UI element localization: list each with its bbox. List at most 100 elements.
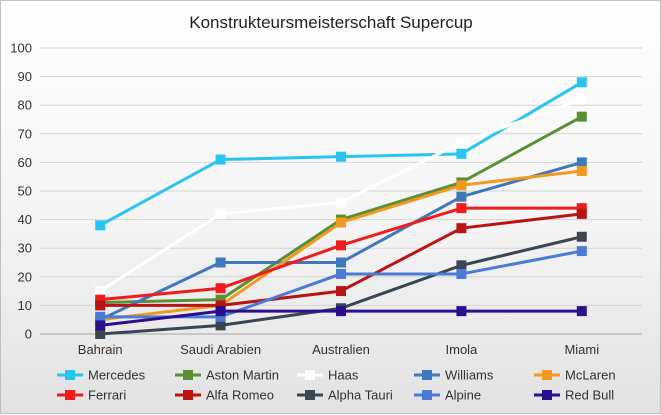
data-point [576,111,587,122]
legend-label: Alfa Romeo [206,388,274,403]
legend-item: McLaren [534,368,616,383]
legend-item: Red Bull [534,388,614,403]
legend-swatch-marker [305,370,315,380]
data-point [336,151,346,162]
data-point [456,223,467,234]
data-point [215,283,226,294]
series-alfa-romeo [95,208,587,311]
legend-label: Aston Martin [206,368,279,383]
data-point [456,203,467,214]
data-point [95,294,106,305]
data-point [456,260,467,271]
legend-label: Haas [328,368,359,383]
series-layer [95,77,587,339]
legend-label: Red Bull [565,388,614,403]
data-point [215,300,226,311]
data-point [95,300,106,311]
data-point [456,191,467,202]
data-point [576,246,587,257]
data-point [576,203,587,214]
data-point [95,320,106,331]
y-tick-label: 90 [18,69,32,84]
data-point [336,286,346,297]
legend-swatch-marker [183,390,193,400]
series-haas [95,94,587,297]
x-axis: Bahrain Saudi Arabien Australien Imola Miami [78,342,599,357]
series-mercedes [95,77,587,231]
x-tick-label: Bahrain [78,342,123,357]
legend-item: Alfa Romeo [175,388,274,403]
legend-label: Alpha Tauri [328,388,393,403]
legend: Mercedes Aston Martin Haas Williams McLaren F… [57,368,616,403]
data-point [215,154,226,165]
data-point [336,268,346,279]
y-tick-label: 10 [18,298,32,313]
data-point [576,306,587,317]
y-tick-label: 0 [25,327,32,342]
legend-swatch-marker [305,390,315,400]
y-tick-label: 50 [18,184,32,199]
y-tick-label: 70 [18,126,32,141]
data-point [456,180,467,191]
y-tick-label: 80 [18,98,32,113]
data-point [215,208,226,219]
data-point [336,217,346,228]
data-point [336,197,346,208]
data-point [95,220,106,231]
y-tick-label: 60 [18,155,32,170]
legend-swatch-marker [65,390,75,400]
x-tick-label: Saudi Arabien [180,342,261,357]
y-tick-label: 20 [18,269,32,284]
y-axis: 0 10 20 30 40 50 60 70 80 90 100 [10,41,32,342]
legend-item: Alpine [414,388,481,403]
legend-swatch-marker [422,370,432,380]
data-point [336,306,346,317]
series-red-bull [95,306,587,331]
legend-swatch-marker [542,390,552,400]
data-point [456,306,467,317]
legend-swatch-marker [542,370,552,380]
legend-label: Alpine [445,388,481,403]
y-tick-label: 30 [18,241,32,256]
series-ferrari [95,203,587,305]
legend-label: Williams [445,368,494,383]
x-tick-label: Australien [312,342,370,357]
legend-label: Ferrari [88,388,126,403]
chart-title: Konstrukteursmeisterschaft Supercup [189,13,472,32]
data-point [215,257,226,268]
data-point [576,77,587,88]
data-point [95,329,106,339]
x-tick-label: Imola [446,342,479,357]
legend-item: Aston Martin [175,368,279,383]
data-point [576,157,587,168]
data-point [456,148,467,159]
y-tick-label: 100 [10,41,32,56]
data-point [576,94,587,105]
legend-label: Mercedes [88,368,146,383]
legend-label: McLaren [565,368,616,383]
legend-item: Williams [414,368,494,383]
legend-item: Haas [297,368,359,383]
legend-item: Mercedes [57,368,146,383]
data-point [456,137,467,148]
legend-item: Alpha Tauri [297,388,393,403]
y-tick-label: 40 [18,212,32,227]
data-point [456,268,467,279]
data-point [576,208,587,219]
data-point [336,257,346,268]
legend-swatch-marker [183,370,193,380]
data-point [215,294,226,305]
legend-item: Ferrari [57,388,126,403]
data-point [576,165,587,176]
data-point [95,286,106,297]
data-point [576,231,587,242]
data-point [215,306,226,317]
legend-swatch-marker [422,390,432,400]
data-point [95,311,106,322]
data-point [215,311,226,322]
x-tick-label: Miami [564,342,599,357]
data-point [336,240,346,251]
legend-swatch-marker [65,370,75,380]
